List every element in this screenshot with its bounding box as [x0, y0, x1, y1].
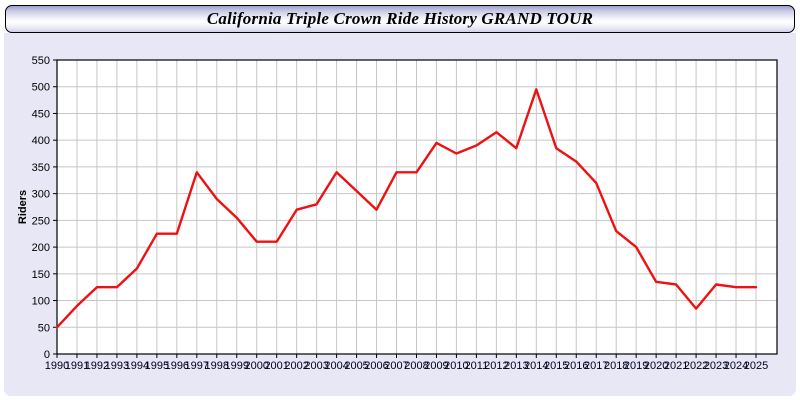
svg-text:2022: 2022 [684, 360, 708, 372]
svg-text:50: 50 [38, 322, 50, 334]
svg-text:2024: 2024 [724, 360, 748, 372]
svg-text:1998: 1998 [205, 360, 229, 372]
svg-text:1993: 1993 [105, 360, 129, 372]
plot-border [56, 59, 778, 355]
svg-text:2021: 2021 [664, 360, 688, 372]
svg-text:350: 350 [32, 162, 50, 174]
svg-text:0: 0 [44, 349, 50, 361]
svg-text:2009: 2009 [424, 360, 448, 372]
svg-text:2001: 2001 [264, 360, 288, 372]
svg-text:2025: 2025 [744, 360, 768, 372]
svg-text:2016: 2016 [564, 360, 588, 372]
svg-text:250: 250 [32, 215, 50, 227]
y-axis-title: Riders [17, 190, 29, 224]
svg-text:2011: 2011 [465, 360, 489, 372]
svg-text:200: 200 [32, 242, 50, 254]
svg-text:150: 150 [32, 269, 50, 281]
svg-text:2010: 2010 [444, 360, 468, 372]
svg-text:100: 100 [32, 296, 50, 308]
svg-text:2004: 2004 [324, 360, 348, 372]
svg-text:1997: 1997 [185, 360, 209, 372]
y-axis-labels: 0 50 100 150 200 250 300 350 400 450 500 550 [32, 55, 50, 361]
page-title: California Triple Crown Ride History GRA… [206, 9, 594, 28]
svg-text:2015: 2015 [544, 360, 568, 372]
svg-text:450: 450 [32, 108, 50, 120]
svg-text:1990: 1990 [45, 360, 69, 372]
svg-text:1996: 1996 [165, 360, 189, 372]
x-axis-labels: 1990199119921993199419951996199719981999… [45, 360, 768, 372]
svg-text:550: 550 [32, 55, 50, 67]
svg-text:1992: 1992 [85, 360, 109, 372]
svg-text:1991: 1991 [65, 360, 89, 372]
svg-text:1994: 1994 [125, 360, 149, 372]
svg-text:1999: 1999 [225, 360, 249, 372]
svg-text:2023: 2023 [704, 360, 728, 372]
title-bar: California Triple Crown Ride History GRA… [5, 5, 795, 33]
svg-text:300: 300 [32, 189, 50, 201]
svg-text:1995: 1995 [145, 360, 169, 372]
riders-series-line [55, 88, 758, 329]
svg-text:400: 400 [32, 135, 50, 147]
axis-ticks [53, 59, 757, 358]
grid [56, 59, 777, 355]
svg-text:2017: 2017 [584, 360, 608, 372]
svg-text:2006: 2006 [364, 360, 388, 372]
svg-text:2002: 2002 [284, 360, 308, 372]
svg-text:2003: 2003 [304, 360, 328, 372]
svg-text:2005: 2005 [344, 360, 368, 372]
svg-text:2012: 2012 [484, 360, 508, 372]
svg-text:2014: 2014 [524, 360, 548, 372]
plot-area [57, 60, 777, 354]
svg-text:2007: 2007 [384, 360, 408, 372]
svg-text:2000: 2000 [244, 360, 268, 372]
svg-text:2019: 2019 [624, 360, 648, 372]
svg-text:2018: 2018 [604, 360, 628, 372]
svg-text:2013: 2013 [504, 360, 528, 372]
svg-text:2020: 2020 [644, 360, 668, 372]
svg-text:2008: 2008 [404, 360, 428, 372]
svg-text:500: 500 [32, 82, 50, 94]
